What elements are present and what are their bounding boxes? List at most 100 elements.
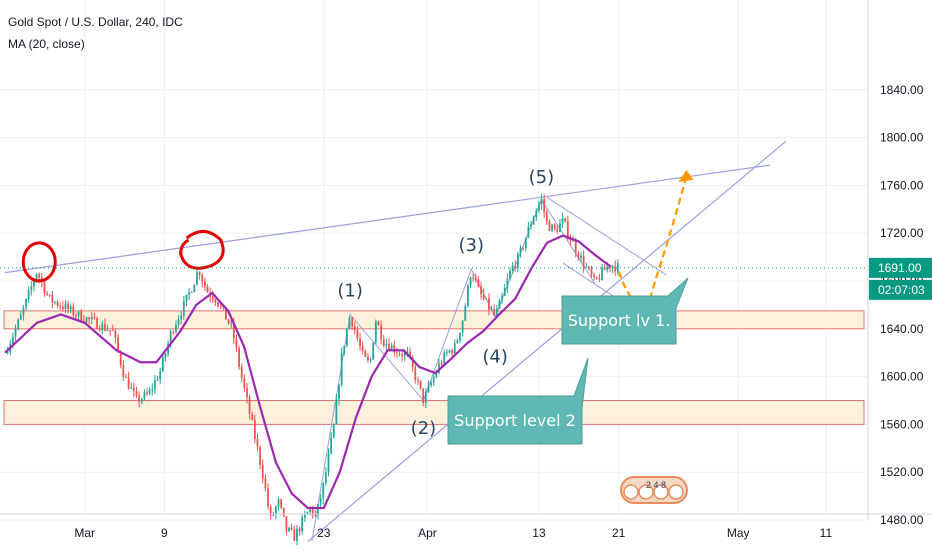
candle-body: [238, 348, 240, 367]
support-zone-2: [3, 400, 865, 425]
candle-body: [516, 253, 519, 268]
candle-body: [414, 366, 417, 380]
wave-label-1: (1): [337, 281, 363, 302]
candle-body: [419, 380, 422, 389]
candle-body: [545, 212, 548, 222]
candle-body: [185, 294, 188, 302]
candle-body: [93, 317, 96, 319]
candle-body: [232, 322, 235, 339]
trendline-lower-channel: [307, 140, 787, 542]
candle-body: [298, 528, 301, 532]
candle-body: [572, 240, 575, 242]
candle-body: [125, 376, 127, 378]
candle-body: [609, 266, 611, 269]
candle-body: [616, 263, 619, 272]
candle-body: [390, 345, 393, 351]
candle-body: [574, 241, 577, 253]
candle-body: [369, 359, 372, 361]
candle-body: [448, 350, 451, 353]
candle-body: [417, 379, 419, 381]
candle-body: [161, 357, 164, 372]
candle-body: [56, 301, 59, 306]
candle-body: [327, 453, 330, 473]
countdown-tag: [869, 279, 932, 300]
candle-body: [506, 279, 509, 289]
indicator-legend: MA (20, close): [8, 37, 85, 51]
flag-icon: [668, 484, 684, 500]
candle-body: [127, 377, 130, 389]
candle-body: [564, 218, 567, 222]
candle-body: [156, 379, 159, 381]
candle-body: [395, 352, 398, 354]
candle-body: [311, 507, 314, 515]
candle-body: [424, 391, 427, 404]
candle-body: [556, 228, 559, 232]
candle-body: [240, 366, 243, 378]
candle-body: [172, 331, 175, 333]
candle-body: [267, 488, 269, 507]
candle-body: [330, 437, 333, 454]
candle-body: [603, 267, 606, 270]
candle-body: [77, 311, 80, 316]
x-tick-label: May: [727, 526, 750, 540]
axes: 1480.001520.001560.001600.001640.001680.…: [0, 0, 932, 540]
candle-body: [138, 395, 141, 402]
candle-body: [532, 217, 535, 225]
candle-body: [235, 338, 238, 349]
candle-body: [154, 380, 156, 389]
candle-body: [440, 363, 443, 365]
candle-body: [577, 252, 580, 259]
candle-body: [17, 319, 20, 329]
candle-body: [598, 278, 601, 280]
candle-body: [582, 255, 585, 268]
x-tick-label: Apr: [418, 526, 437, 540]
candle-body: [217, 302, 219, 307]
candle-body: [538, 204, 540, 211]
candle-body: [59, 305, 62, 307]
candle-body: [377, 321, 380, 326]
candle-body: [243, 377, 246, 388]
candle-body: [477, 279, 480, 287]
callout-support-1-shape: [561, 277, 689, 345]
candle-body: [385, 343, 388, 346]
candle-body: [85, 317, 88, 323]
candle-body: [548, 221, 551, 231]
candle-body: [393, 345, 396, 353]
candle-body: [409, 351, 411, 357]
candle-body: [501, 295, 503, 301]
candle-body: [559, 223, 561, 232]
candle-body: [104, 323, 106, 331]
candle-body: [309, 507, 311, 513]
flag-icon: [653, 484, 669, 500]
candle-body: [193, 284, 196, 293]
candle-body: [611, 265, 614, 269]
candle-body: [98, 328, 101, 331]
candle-body: [261, 464, 264, 479]
candle-body: [264, 478, 267, 489]
x-tick-label: 9: [161, 526, 168, 540]
candle-body: [277, 499, 280, 507]
y-tick-label: 1520.00: [880, 465, 924, 479]
candle-body: [340, 353, 343, 386]
candle-body: [356, 330, 359, 339]
candle-body: [466, 285, 469, 306]
candle-body: [122, 365, 125, 377]
y-tick-label: 1480.00: [880, 513, 924, 527]
correction-line-upper: [546, 196, 667, 276]
candle-body: [6, 352, 9, 354]
candle-body: [388, 343, 390, 351]
x-tick-label: 11: [820, 526, 833, 540]
candle-body: [132, 387, 135, 392]
x-tick-label: 21: [612, 526, 626, 540]
candle-body: [519, 248, 522, 254]
candle-body: [301, 517, 304, 532]
candle-body: [359, 338, 361, 346]
candle-body: [422, 388, 425, 404]
candle-body: [288, 527, 290, 531]
candle-body: [293, 529, 296, 541]
candle-body: [38, 274, 41, 278]
candle-body: [335, 399, 338, 425]
wave-label-3: (3): [458, 235, 484, 256]
